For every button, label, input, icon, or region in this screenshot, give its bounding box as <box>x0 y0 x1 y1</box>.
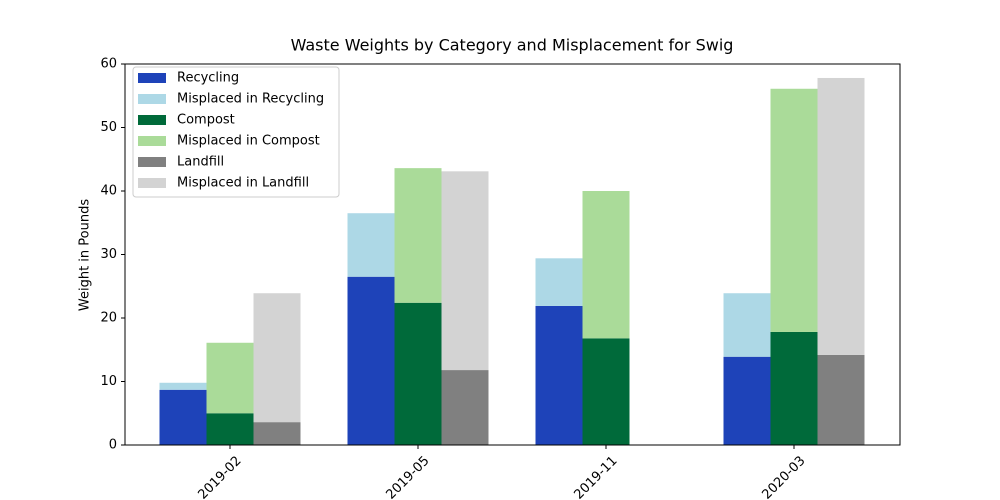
bar <box>347 276 395 445</box>
legend-label: Compost <box>177 113 235 128</box>
bar <box>347 213 395 277</box>
legend-box <box>132 66 340 198</box>
plot-frame <box>124 63 901 446</box>
bar <box>394 302 442 445</box>
y-tick-label: 10 <box>100 374 117 389</box>
x-tick-label: 2019-11 <box>571 453 620 500</box>
bar <box>253 422 301 445</box>
x-tick-label: 2019-02 <box>195 453 244 500</box>
x-tick-label: 2019-05 <box>383 453 432 500</box>
x-tick-label: 2020-03 <box>759 453 808 500</box>
legend-label: Misplaced in Landfill <box>177 176 309 191</box>
bar <box>206 342 254 414</box>
bar <box>159 389 207 445</box>
legend-label: Misplaced in Compost <box>177 134 320 149</box>
legend: Recycling Misplaced in Recycling Compost Mi… <box>132 66 340 198</box>
legend-swatch <box>138 136 166 146</box>
legend-swatch <box>138 157 166 167</box>
bar <box>394 168 442 303</box>
legend-swatch <box>138 115 166 125</box>
bar <box>723 293 771 357</box>
y-tick-label: 30 <box>100 247 117 262</box>
bar <box>206 413 254 445</box>
bar <box>770 88 818 332</box>
legend-swatch <box>138 178 166 188</box>
bar <box>159 382 207 390</box>
bar <box>770 331 818 445</box>
y-tick-label: 20 <box>100 311 117 326</box>
y-tick-label: 50 <box>100 120 117 135</box>
bar <box>582 191 630 339</box>
legend-swatch <box>138 73 166 83</box>
bar <box>582 338 630 445</box>
chart-title: Waste Weights by Category and Misplaceme… <box>291 36 734 55</box>
bar <box>535 305 583 445</box>
legend-label: Landfill <box>177 155 224 170</box>
legend-swatch <box>138 94 166 104</box>
bar <box>441 370 489 445</box>
bar <box>723 356 771 445</box>
bar <box>441 171 489 371</box>
y-tick-label: 60 <box>100 57 117 72</box>
legend-label: Recycling <box>177 71 239 86</box>
y-tick-label: 40 <box>100 184 117 199</box>
bar <box>253 293 301 423</box>
legend-label: Misplaced in Recycling <box>177 92 324 107</box>
bar <box>817 354 865 445</box>
bar <box>817 77 865 355</box>
y-tick-label: 0 <box>109 438 117 453</box>
bar <box>535 258 583 306</box>
y-axis-label: Weight in Pounds <box>78 199 93 311</box>
